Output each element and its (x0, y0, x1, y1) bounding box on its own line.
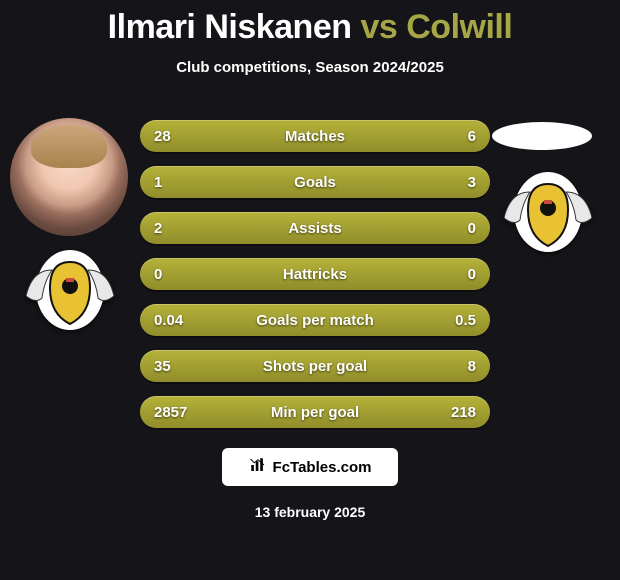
stat-value-left: 1 (154, 166, 162, 198)
stat-value-left: 2857 (154, 396, 187, 428)
stat-value-right: 218 (451, 396, 476, 428)
stat-value-left: 0 (154, 258, 162, 290)
stat-label: Goals (294, 174, 336, 191)
season-subtitle: Club competitions, Season 2024/2025 (0, 59, 620, 76)
stat-bar: 28 Matches 6 (140, 120, 490, 152)
vs-label: vs (360, 8, 397, 46)
stat-bars: 28 Matches 6 1 Goals 3 2 Assists 0 0 Hattricks 0 0.0… (140, 120, 490, 428)
stat-value-left: 0.04 (154, 304, 183, 336)
stat-bar: 0.04 Goals per match 0.5 (140, 304, 490, 336)
stat-value-right: 0 (468, 212, 476, 244)
stat-label: Hattricks (283, 266, 347, 283)
player2-avatar-placeholder (492, 122, 592, 150)
stat-value-left: 35 (154, 350, 171, 382)
brand-badge: FcTables.com (222, 448, 398, 486)
stat-bar: 2 Assists 0 (140, 212, 490, 244)
comparison-title: Ilmari Niskanen vs Colwill (0, 0, 620, 47)
stat-bar: 1 Goals 3 (140, 166, 490, 198)
stat-label: Assists (288, 220, 341, 237)
player1-avatar (10, 118, 128, 236)
player1-club-crest (20, 248, 120, 336)
stat-label: Goals per match (256, 312, 374, 329)
stat-value-right: 8 (468, 350, 476, 382)
stat-label: Matches (285, 128, 345, 145)
stat-value-right: 6 (468, 120, 476, 152)
bar-chart-icon (249, 456, 267, 478)
stat-value-right: 0 (468, 258, 476, 290)
stat-value-left: 28 (154, 120, 171, 152)
stat-value-right: 0.5 (455, 304, 476, 336)
player2-club-crest (498, 170, 598, 258)
stat-label: Min per goal (271, 404, 359, 421)
stat-bar: 0 Hattricks 0 (140, 258, 490, 290)
stat-bar: 2857 Min per goal 218 (140, 396, 490, 428)
snapshot-date: 13 february 2025 (0, 504, 620, 520)
stat-bar: 35 Shots per goal 8 (140, 350, 490, 382)
stat-value-left: 2 (154, 212, 162, 244)
stat-label: Shots per goal (263, 358, 367, 375)
stat-value-right: 3 (468, 166, 476, 198)
brand-text: FcTables.com (273, 459, 372, 476)
player2-name: Colwill (406, 8, 512, 46)
player1-name: Ilmari Niskanen (108, 8, 352, 46)
